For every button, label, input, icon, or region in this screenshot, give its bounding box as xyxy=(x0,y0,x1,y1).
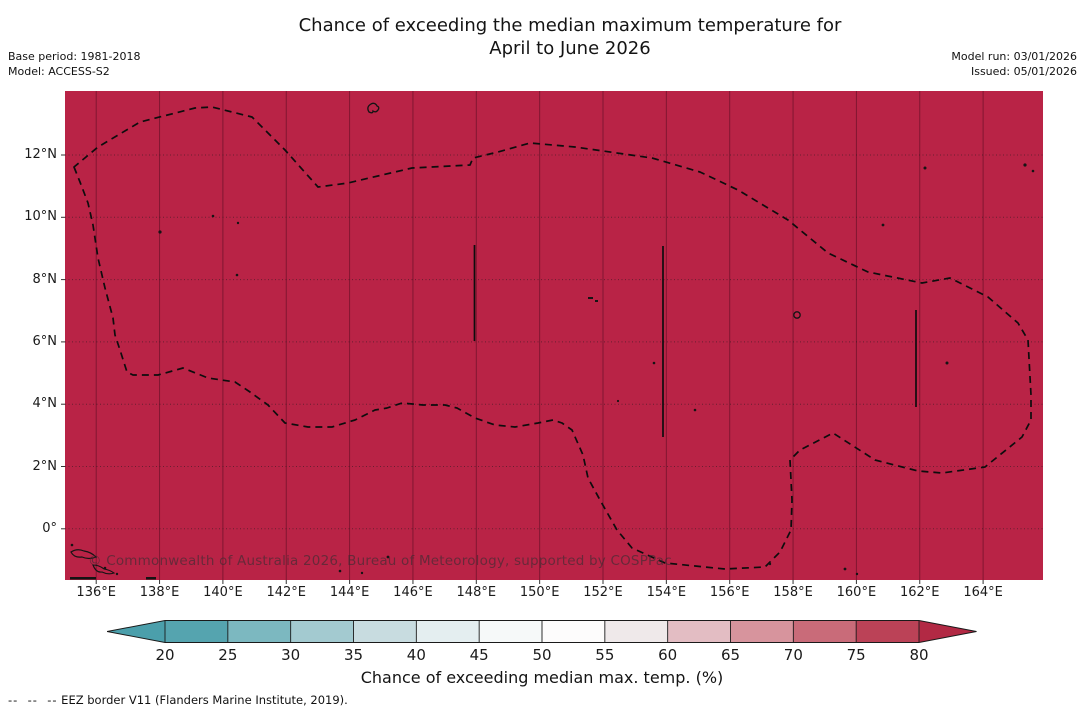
y-tick-label: 10°N xyxy=(24,209,57,225)
x-tick-label: 138°E xyxy=(139,585,180,600)
atoll-outline xyxy=(793,311,801,319)
model-run-text: Model run: 03/01/2026 xyxy=(951,50,1077,63)
copyright-watermark: © Commonwealth of Australia 2026, Bureau… xyxy=(88,553,672,569)
island-marks xyxy=(70,102,1035,580)
eez-footnote: -- -- -- EEZ border V11 (Flanders Marine… xyxy=(8,693,348,707)
colorbar-tick-label: 55 xyxy=(595,646,615,664)
x-tick-label: 152°E xyxy=(583,585,623,600)
colorbar-tick-label: 70 xyxy=(783,646,803,664)
base-period-text: Base period: 1981-2018 xyxy=(8,50,141,63)
admiralty-islands-outline xyxy=(70,549,98,560)
x-axis-ticks xyxy=(95,580,984,584)
colorbar-tick-label: 30 xyxy=(281,646,301,664)
chart-title-line1: Chance of exceeding the median maximum t… xyxy=(298,15,842,36)
colorbar-tick-label: 50 xyxy=(532,646,552,664)
eez-border-outline xyxy=(73,106,1032,570)
x-tick-label: 144°E xyxy=(329,585,370,600)
x-tick-label: 156°E xyxy=(709,585,750,600)
x-tick-label: 136°E xyxy=(76,585,116,600)
y-tick-label: 4°N xyxy=(32,396,58,412)
colorbar-tick-label: 25 xyxy=(218,646,238,664)
colorbar-tick-label: 20 xyxy=(155,646,175,664)
chart-title-line2: April to June 2026 xyxy=(489,38,651,59)
y-axis-ticks xyxy=(61,154,65,530)
x-tick-label: 164°E xyxy=(963,585,1003,600)
x-tick-label: 148°E xyxy=(456,585,497,600)
map-canvas xyxy=(65,91,1043,580)
y-tick-label: 8°N xyxy=(32,271,58,287)
map-gridlines xyxy=(65,91,1043,580)
model-text: Model: ACCESS-S2 xyxy=(8,65,110,78)
eez-dash-symbol: -- -- -- xyxy=(8,693,58,707)
x-tick-label: 150°E xyxy=(519,585,560,600)
x-tick-label: 146°E xyxy=(393,585,433,600)
meta-left: Base period: 1981-2018 Model: ACCESS-S2 xyxy=(8,49,140,79)
colorbar-tick-label: 60 xyxy=(658,646,678,664)
colorbar-tick-label: 35 xyxy=(343,646,364,664)
meta-right: Model run: 03/01/2026 Issued: 05/01/2026 xyxy=(951,49,1077,79)
x-tick-label: 160°E xyxy=(836,585,877,600)
issued-text: Issued: 05/01/2026 xyxy=(970,65,1077,78)
chart-title: Chance of exceeding the median maximum t… xyxy=(55,14,1085,60)
colorbar xyxy=(107,620,977,643)
colorbar-tick-label: 65 xyxy=(720,646,741,664)
x-tick-label: 142°E xyxy=(266,585,307,600)
y-tick-label: 6°N xyxy=(32,333,58,349)
x-tick-label: 154°E xyxy=(646,585,687,600)
x-tick-label: 162°E xyxy=(899,585,940,600)
map-plot-area: © Commonwealth of Australia 2026, Bureau… xyxy=(65,91,1043,580)
colorbar-tick-label: 75 xyxy=(846,646,866,664)
eez-footnote-text: EEZ border V11 (Flanders Marine Institut… xyxy=(57,693,348,707)
colorbar-tick-label: 80 xyxy=(909,646,929,664)
colorbar-tick-label: 45 xyxy=(469,646,489,664)
x-tick-label: 140°E xyxy=(203,585,243,600)
colorbar-tick-label: 40 xyxy=(406,646,426,664)
eez-internal-borders xyxy=(473,245,917,437)
colorbar-label: Chance of exceeding median max. temp. (%… xyxy=(360,668,724,687)
guam-outline xyxy=(367,102,380,114)
y-tick-label: 2°N xyxy=(32,458,58,474)
x-tick-label: 158°E xyxy=(773,585,813,600)
y-tick-label: 12°N xyxy=(24,147,57,162)
y-tick-label: 0° xyxy=(42,520,57,536)
